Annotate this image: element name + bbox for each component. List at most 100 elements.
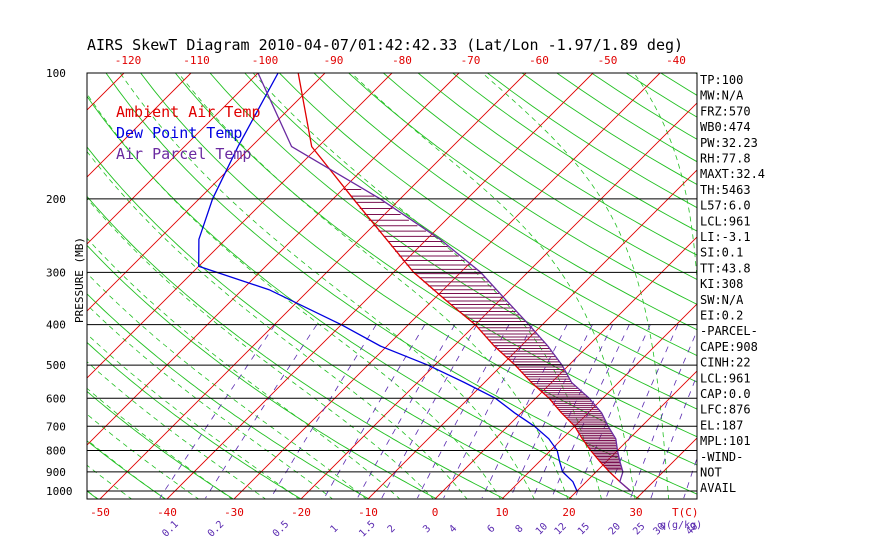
dry-adiabat [87, 195, 506, 499]
pressure-tick-label: 700 [46, 420, 66, 433]
mixing-ratio-line [270, 324, 377, 499]
mixing-ratio-tick: 6 [486, 523, 498, 535]
pressure-tick-label: 300 [46, 266, 66, 279]
isotherm [87, 73, 460, 446]
top-temp-tick: -40 [666, 54, 686, 67]
dry-adiabat [660, 73, 697, 96]
isotherm [87, 73, 326, 312]
mixing-ratio-tick: 1 [328, 523, 340, 535]
moist-adiabat [87, 150, 468, 499]
mixing-ratio-tick: 4 [447, 523, 459, 535]
stat-label: FRZ:570 [700, 104, 751, 118]
mixing-ratio-tick: 3 [421, 523, 433, 535]
isotherm [87, 73, 393, 379]
moist-adiabat [87, 93, 502, 499]
stat-label: AVAIL [700, 481, 736, 495]
stat-label: CINH:22 [700, 356, 751, 370]
top-temp-tick: -100 [252, 54, 279, 67]
moist-adiabat [87, 333, 300, 499]
y-axis-label: PRESSURE (MB) [73, 237, 86, 323]
dry-adiabat [87, 293, 370, 499]
top-temp-tick: -90 [324, 54, 344, 67]
stat-label: -WIND- [700, 450, 743, 464]
stat-label: CAPE:908 [700, 340, 758, 354]
dry-adiabat [174, 73, 697, 438]
stat-label: LI:-3.1 [700, 230, 751, 244]
top-temp-tick: -70 [461, 54, 481, 67]
mixing-ratio-line [205, 324, 318, 499]
pressure-tick-label: 1000 [46, 485, 73, 498]
dry-adiabat [87, 341, 303, 499]
bottom-temp-tick: 30 [629, 506, 642, 519]
mixing-ratio-tick: 12 [553, 521, 569, 537]
legend-entry: Air Parcel Temp [116, 145, 251, 163]
stat-label: EL:187 [700, 418, 743, 432]
ambient-air-temp-line [297, 73, 632, 492]
dry-adiabat [765, 73, 870, 500]
bottom-temp-tick: -20 [291, 506, 311, 519]
pressure-tick-label: 500 [46, 359, 66, 372]
top-temp-tick: -110 [183, 54, 210, 67]
bottom-temp-tick: 10 [495, 506, 508, 519]
mixing-ratio-line [481, 324, 568, 499]
stat-label: TP:100 [700, 73, 743, 87]
mixing-ratio-tick: 8 [514, 523, 526, 535]
isotherm [367, 169, 697, 499]
stat-label: L57:6.0 [700, 199, 751, 213]
dry-adiabat [834, 73, 870, 500]
stat-label: LCL:961 [700, 371, 751, 385]
dry-adiabat [87, 146, 574, 499]
mixing-ratio-tick: 0.2 [206, 519, 227, 540]
mixing-ratio-tick: 15 [576, 521, 592, 537]
isotherm [501, 303, 697, 499]
pressure-tick-label: 400 [46, 319, 66, 332]
mixing-ratio-line [323, 324, 426, 499]
dry-adiabat [87, 390, 235, 499]
moist-adiabat [769, 73, 826, 500]
pressure-tick-label: 100 [46, 67, 66, 80]
moist-adiabat [87, 197, 434, 499]
top-temp-tick: -120 [115, 54, 142, 67]
stat-label: SI:0.1 [700, 246, 743, 260]
dry-adiabat [87, 95, 642, 499]
top-temp-tick: -50 [598, 54, 618, 67]
mixing-ratio-tick: 20 [607, 521, 623, 537]
isotherm [166, 73, 594, 499]
stat-label: NOT [700, 466, 722, 480]
dry-adiabat [87, 440, 167, 499]
legend-entry: Dew Point Temp [116, 124, 242, 142]
mixing-ratio-line [443, 324, 533, 499]
isotherm [770, 73, 870, 499]
stat-label: RH:77.8 [700, 152, 751, 166]
moist-adiabat [87, 361, 267, 499]
chart-title: AIRS SkewT Diagram 2010-04-07/01:42:42.3… [87, 36, 684, 54]
dry-adiabat [279, 73, 697, 357]
dry-adiabat [105, 73, 697, 495]
stat-label: TT:43.8 [700, 261, 751, 275]
top-temp-tick: -80 [392, 54, 412, 67]
stat-label: LFC:876 [700, 403, 751, 417]
bottom-temp-tick: 20 [562, 506, 575, 519]
mixing-ratio-tick: 10 [534, 521, 550, 537]
bottom-temp-tick: -30 [224, 506, 244, 519]
temp-unit-label: T(C) [672, 506, 699, 519]
moist-adiabat [633, 73, 697, 286]
mixing-ratio-line [509, 324, 593, 499]
dry-adiabat [209, 73, 697, 410]
dew-point-temp-line [198, 73, 578, 492]
isotherm [87, 73, 125, 111]
mixing-ratio-tick: 0.5 [271, 519, 292, 540]
mixing-ratio-unit-label: q(g/kg) [660, 520, 702, 531]
moist-adiabat [119, 73, 535, 499]
mixing-ratio-line [381, 324, 478, 499]
dry-adiabat [800, 73, 870, 500]
stat-label: MW:N/A [700, 89, 744, 103]
dry-adiabat [87, 244, 438, 499]
moist-adiabat [351, 73, 636, 499]
isotherm [87, 73, 259, 245]
stat-label: PW:32.23 [700, 136, 758, 150]
plot-area [87, 73, 870, 500]
moist-adiabat [252, 73, 602, 499]
bottom-temp-tick: -50 [90, 506, 110, 519]
